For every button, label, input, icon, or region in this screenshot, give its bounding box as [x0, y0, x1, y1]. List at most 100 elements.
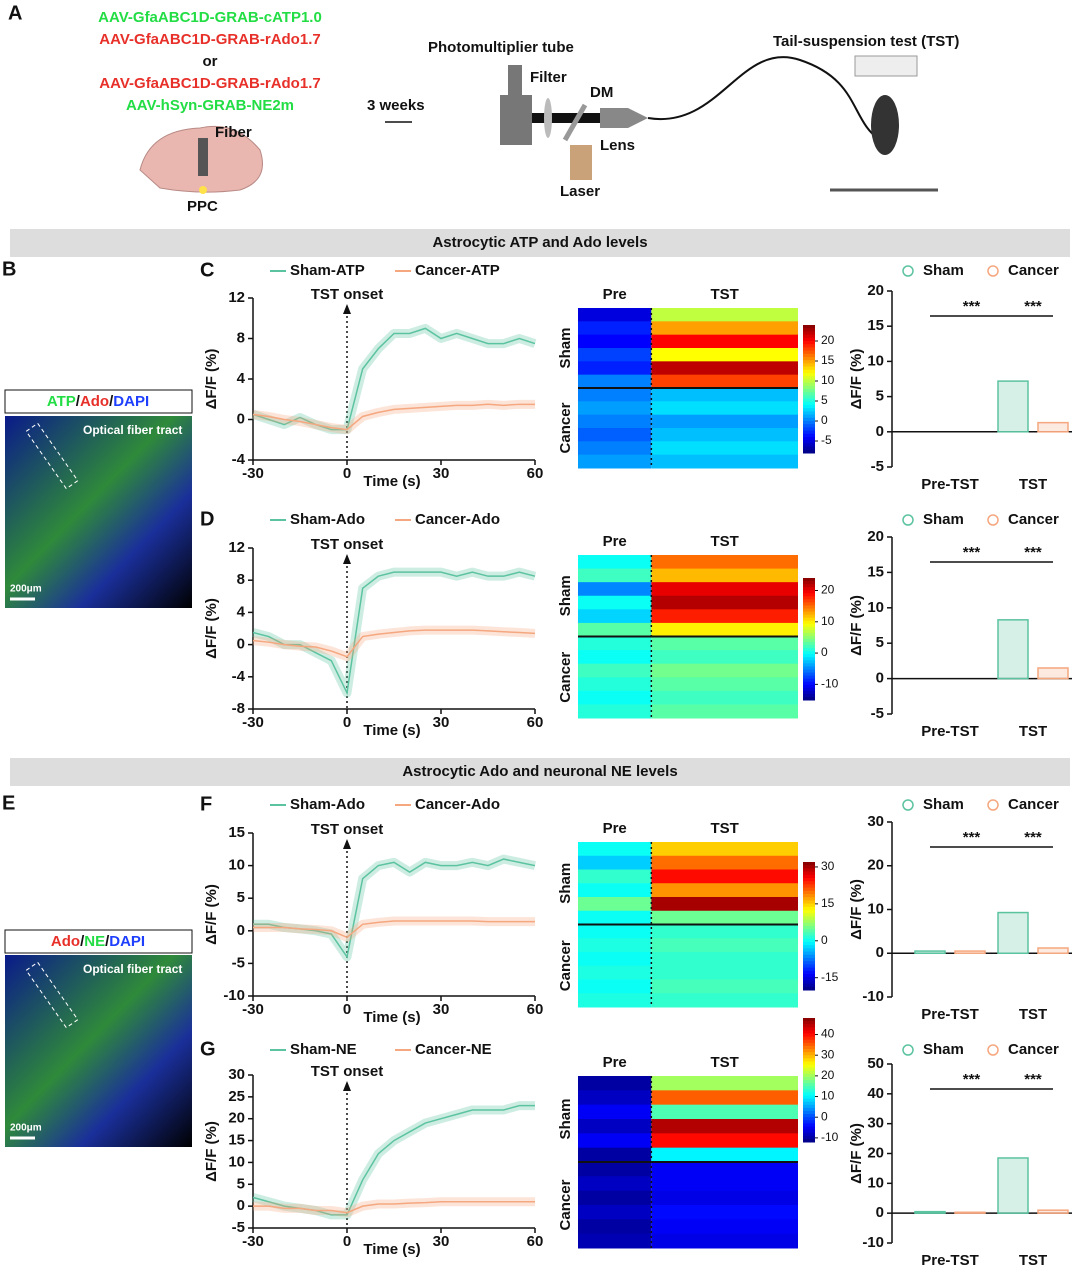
- heat-cell: [578, 855, 652, 870]
- y-tick-label: 10: [228, 857, 245, 874]
- stain-label: ATP/Ado/DAPI: [47, 393, 149, 410]
- colorbar-label: 30: [821, 859, 835, 873]
- filter-label: Filter: [530, 69, 567, 86]
- colorbar-step: [803, 865, 815, 869]
- significance-label: ***: [963, 544, 981, 561]
- colorbar-step: [803, 421, 815, 425]
- colorbar-step: [803, 948, 815, 953]
- column-label: Pre: [603, 1054, 627, 1071]
- x-tick-label: TST: [1019, 723, 1047, 740]
- colorbar-label: -5: [821, 433, 832, 447]
- colorbar-step: [803, 344, 815, 348]
- legend-label: Cancer-Ado: [415, 511, 500, 528]
- heat-cell: [651, 1090, 798, 1106]
- bar: [997, 911, 1029, 954]
- colorbar-step: [803, 578, 815, 582]
- colorbar-step: [803, 581, 815, 585]
- x-tick-label: TST: [1019, 1006, 1047, 1023]
- heat-cell: [651, 1233, 798, 1249]
- colorbar-step: [803, 1132, 815, 1137]
- colorbar-step: [803, 639, 815, 643]
- y-tick-label: 0: [237, 410, 245, 427]
- section-bar: [10, 229, 1070, 257]
- group-label: Sham: [557, 328, 574, 369]
- y-tick-label: 8: [237, 571, 245, 588]
- y-tick-label: 0: [876, 670, 884, 687]
- micrograph: [5, 416, 192, 608]
- colorbar-step: [803, 369, 815, 374]
- colorbar-step: [803, 337, 815, 342]
- colorbar-step: [803, 871, 815, 876]
- y-tick-label: 0: [237, 636, 245, 653]
- onset-arrow: [343, 839, 351, 849]
- label-box: [4, 389, 193, 414]
- heat-cell: [578, 374, 652, 389]
- colorbar-step: [803, 620, 815, 625]
- colorbar-step: [803, 1055, 815, 1059]
- heat-cell: [578, 1176, 652, 1192]
- colorbar-step: [803, 605, 815, 609]
- colorbar-label: 20: [821, 583, 835, 597]
- legend-label: Sham-Ado: [290, 796, 365, 813]
- legend-marker: [902, 265, 914, 277]
- colorbar-step: [803, 1092, 815, 1096]
- colorbar-step: [803, 1030, 815, 1034]
- colorbar-step: [803, 626, 815, 631]
- colorbar-step: [803, 357, 815, 361]
- x-tick-label: 30: [433, 1001, 450, 1018]
- legend-label: Sham: [923, 262, 964, 279]
- colorbar-step: [803, 433, 815, 438]
- heat-cell: [578, 663, 652, 678]
- stain-part: /: [76, 393, 81, 410]
- colorbar-step: [803, 414, 815, 419]
- delay-label: 3 weeks: [367, 97, 425, 114]
- onset-label: TST onset: [311, 821, 384, 838]
- colorbar-step: [803, 1045, 815, 1050]
- heat-cell: [578, 690, 652, 705]
- colorbar-step: [803, 611, 815, 616]
- stain-part: DAPI: [109, 933, 145, 950]
- x-tick-label: 0: [343, 1233, 351, 1250]
- colorbar-step: [803, 687, 815, 692]
- onset-label: TST onset: [311, 536, 384, 553]
- colorbar-label: -15: [821, 970, 839, 984]
- colorbar-step: [803, 967, 815, 972]
- onset-arrow: [343, 554, 351, 564]
- y-tick-label: 0: [237, 1197, 245, 1214]
- column-label: TST: [710, 533, 738, 550]
- legend-marker: [987, 799, 999, 811]
- y-tick-label: 4: [237, 370, 246, 387]
- colorbar-step: [803, 681, 815, 686]
- y-tick-label: 0: [237, 922, 245, 939]
- heat-cell: [578, 650, 652, 665]
- y-tick-label: 15: [867, 317, 884, 334]
- series-line: [252, 571, 536, 696]
- y-axis-label: ΔF/F (%): [203, 598, 220, 659]
- heat-cell: [651, 1119, 798, 1134]
- heat-cell: [651, 979, 798, 994]
- micrograph: [5, 955, 192, 1147]
- heat-cell: [651, 308, 798, 322]
- legend-label: Cancer-ATP: [415, 262, 500, 279]
- construct: AAV-GfaABC1D-GRAB-rAdo1.7: [99, 75, 320, 92]
- colorbar-step: [803, 980, 815, 985]
- sem-band: [253, 854, 536, 962]
- heat-cell: [578, 842, 652, 857]
- x-tick-label: -30: [242, 1233, 264, 1250]
- fiber-label: Fiber: [215, 124, 252, 141]
- legend-label: Sham-NE: [290, 1041, 357, 1058]
- heat-cell: [651, 650, 798, 665]
- colorbar-step: [803, 632, 815, 637]
- colorbar-step: [803, 446, 815, 451]
- legend-label: Sham: [923, 511, 964, 528]
- colorbar-step: [803, 353, 815, 358]
- colorbar-step: [803, 331, 815, 336]
- colorbar-step: [803, 1086, 815, 1090]
- heat-cell: [651, 388, 798, 402]
- heat-cell: [651, 842, 798, 857]
- colorbar-step: [803, 642, 815, 646]
- colorbar-step: [803, 389, 815, 393]
- colorbar-step: [803, 334, 815, 339]
- y-tick-label: 12: [228, 289, 245, 306]
- colorbar-step: [803, 1024, 815, 1028]
